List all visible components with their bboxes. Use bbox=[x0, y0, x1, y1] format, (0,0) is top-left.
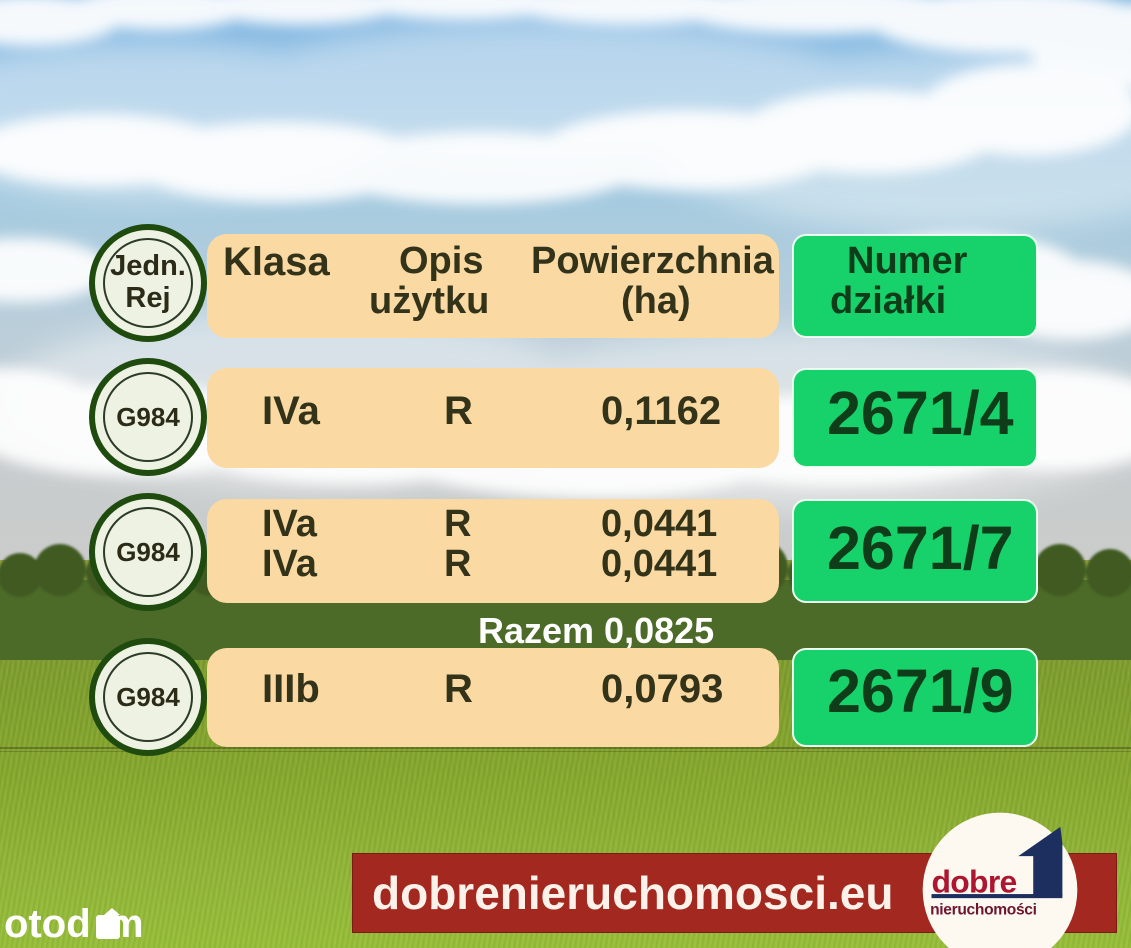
svg-text:nieruchomości: nieruchomości bbox=[930, 901, 1037, 918]
svg-text:m: m bbox=[108, 902, 144, 946]
svg-text:otod: otod bbox=[4, 902, 91, 946]
